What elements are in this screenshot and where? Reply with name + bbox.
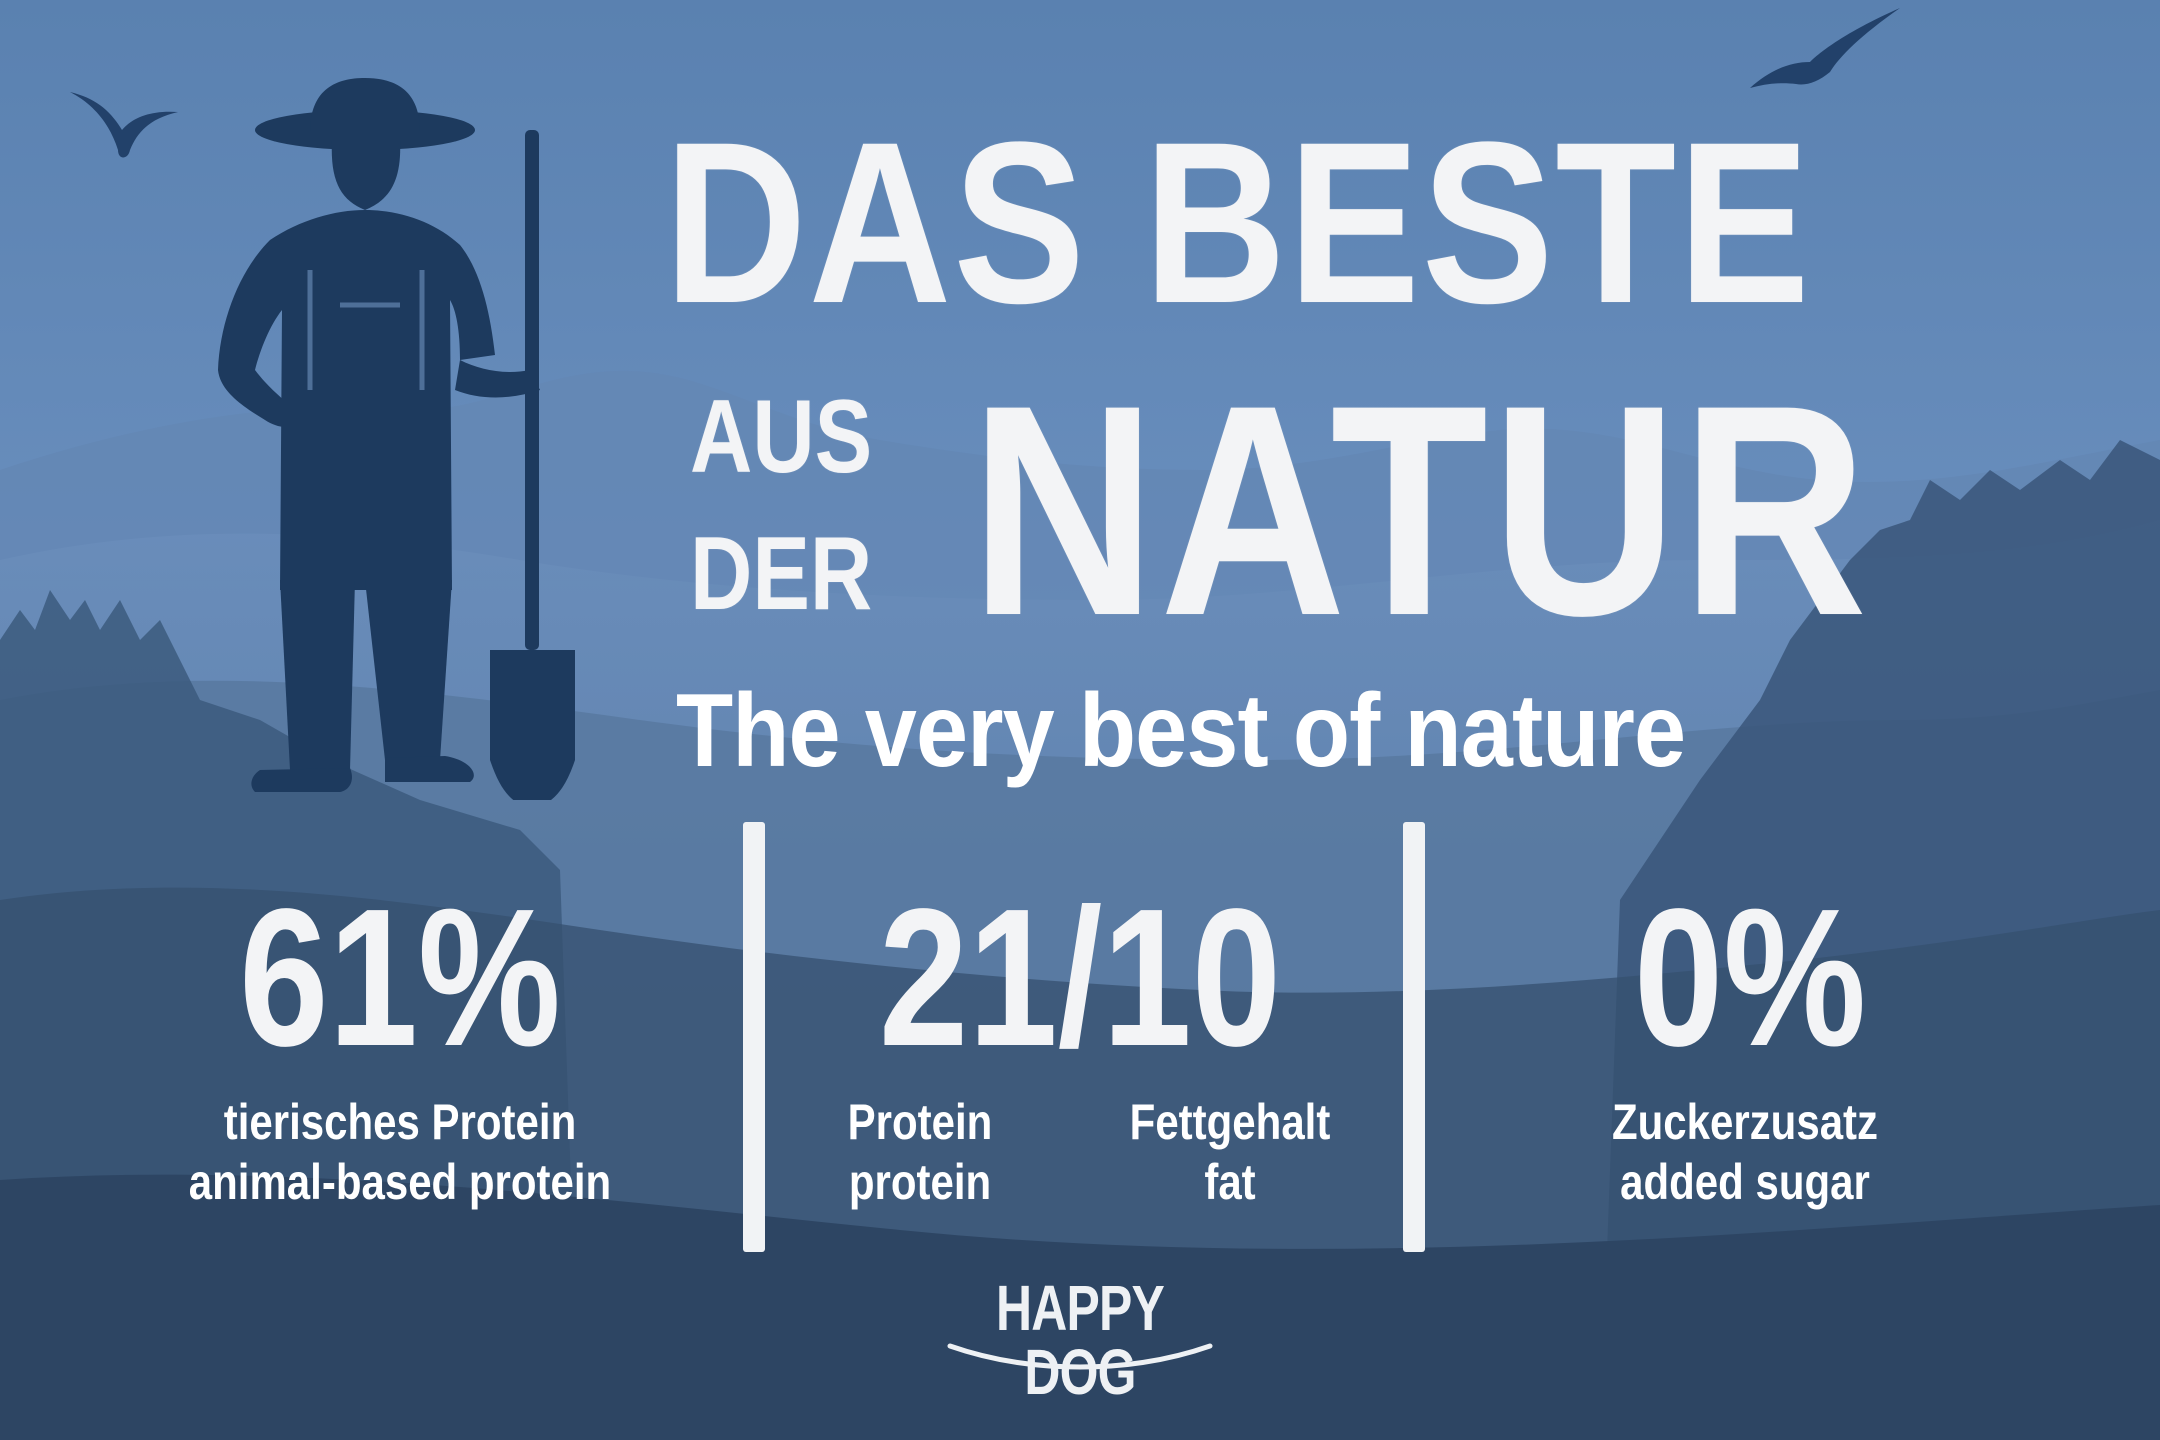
caption-de: Zuckerzusatz (1611, 1094, 1879, 1150)
caption-en: fat (1204, 1154, 1256, 1210)
caption-en: animal-based protein (188, 1154, 612, 1210)
stat-animal-protein-caption: tierisches Protein animal-based protein (182, 1092, 619, 1212)
divider (1403, 822, 1425, 1252)
brand-logo-text: HAPPY DOG (995, 1272, 1165, 1408)
stat-fat-caption: Fettgehalt fat (1112, 1092, 1347, 1212)
divider (743, 822, 765, 1252)
caption-en: protein (848, 1154, 992, 1210)
brand-logo: HAPPY DOG (940, 1270, 1220, 1404)
tagline: The very best of nature (676, 673, 1686, 789)
stat-protein-fat-value: 21/10 (878, 868, 1282, 1087)
caption-de: Protein (847, 1094, 993, 1150)
headline-natur: NATUR (970, 342, 1871, 678)
caption-de: tierisches Protein (223, 1094, 577, 1150)
shovel-icon (490, 130, 575, 800)
bird-icon (1750, 8, 1900, 88)
headline-das-beste: DAS BESTE (664, 94, 1812, 351)
farmer-illustration (218, 78, 575, 800)
stat-sugar-caption: Zuckerzusatz added sugar (1585, 1092, 1904, 1212)
caption-en: added sugar (1620, 1154, 1870, 1210)
caption-de: Fettgehalt (1129, 1094, 1331, 1150)
headline-aus: AUS (690, 379, 873, 495)
stat-animal-protein-value: 61% (239, 868, 561, 1087)
headline-der: DER (690, 516, 873, 632)
logo-swoosh-icon (947, 1343, 1213, 1370)
stat-protein-caption: Protein protein (844, 1092, 995, 1212)
stat-sugar-value: 0% (1633, 868, 1867, 1087)
bird-icon (70, 92, 178, 158)
